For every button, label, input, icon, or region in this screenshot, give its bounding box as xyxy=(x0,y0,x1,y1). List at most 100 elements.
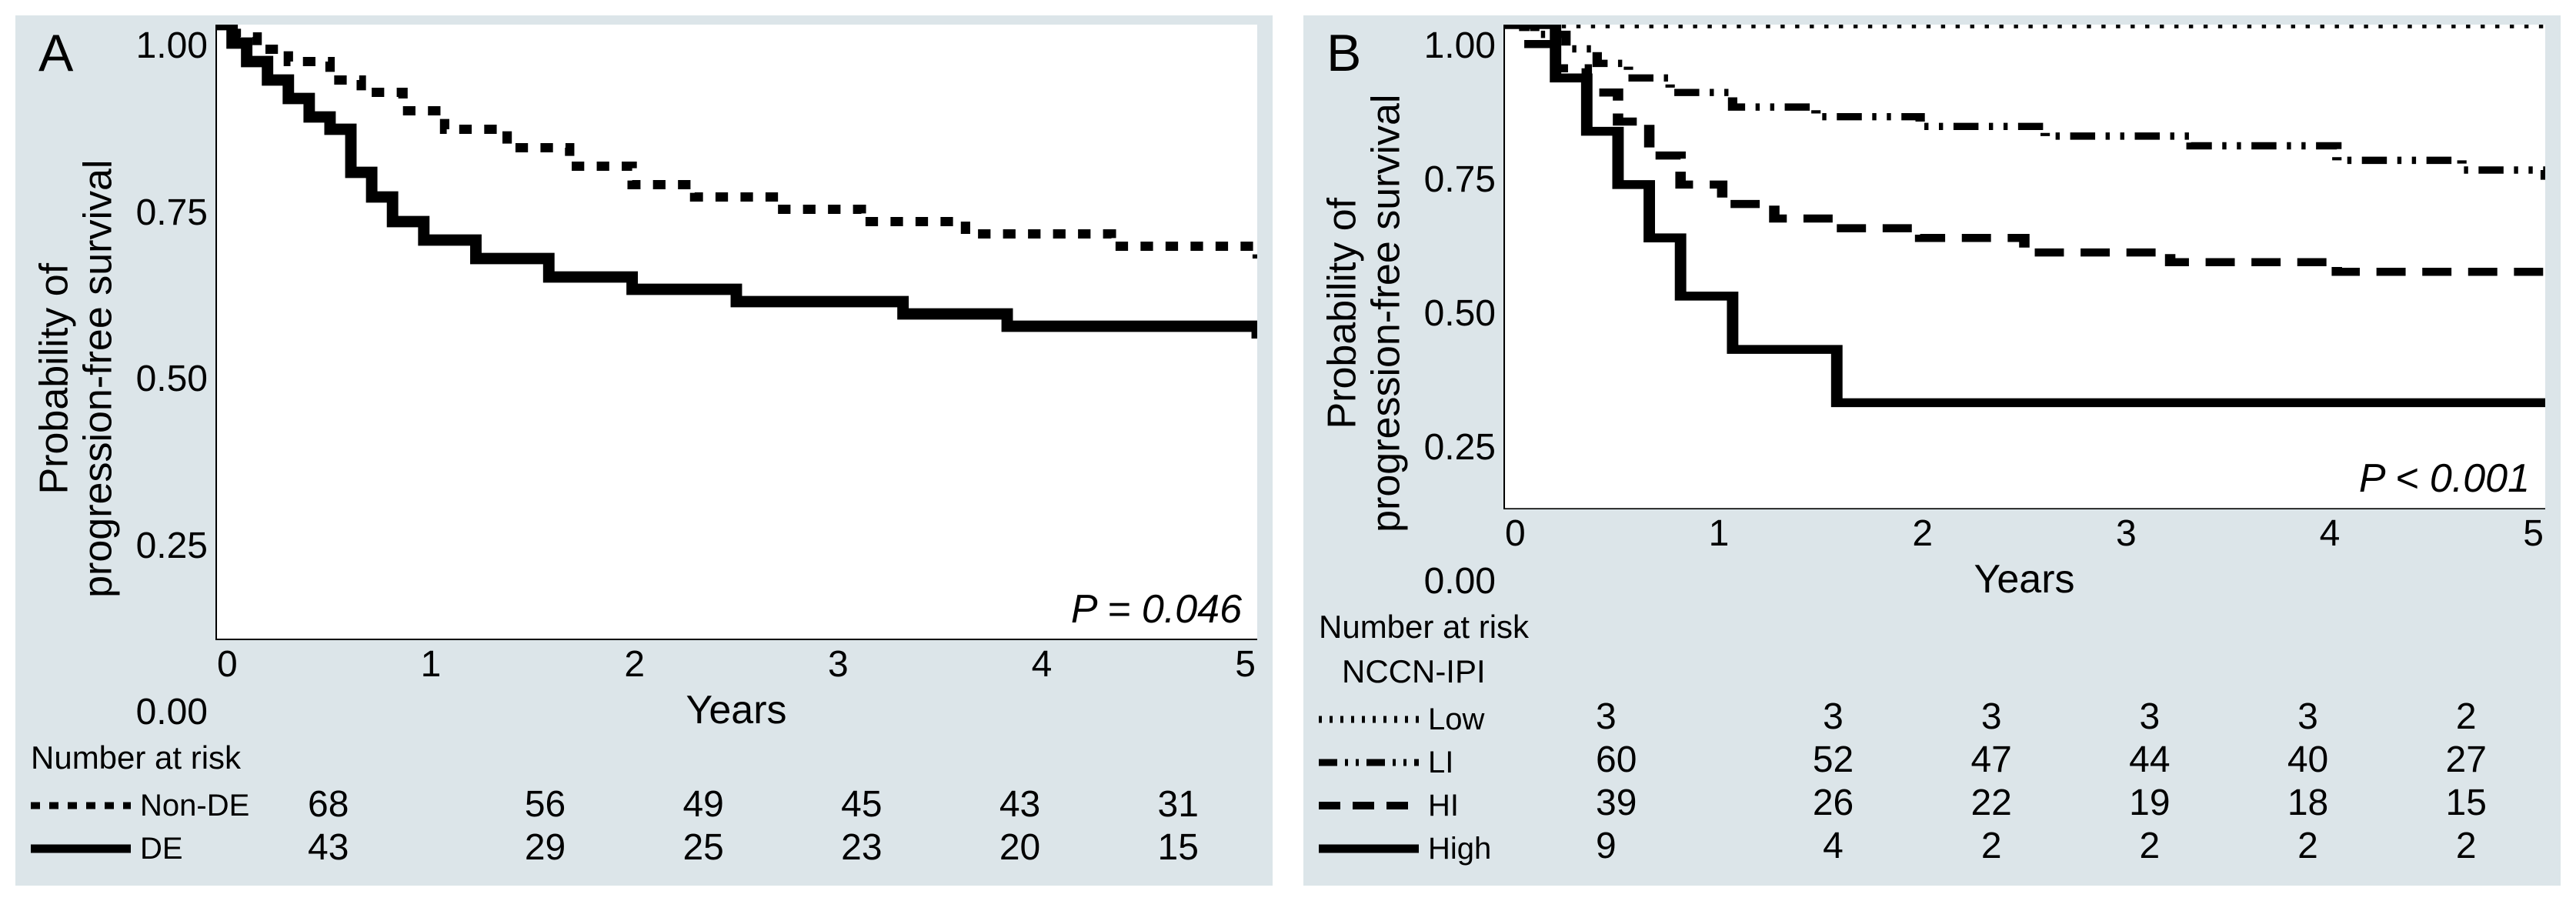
legend-swatch-de xyxy=(31,838,131,859)
risk-value: 4 xyxy=(1754,825,1913,867)
panel-b-xticks: 012345 xyxy=(1503,512,2545,555)
panel-b-xaxis: 012345 xyxy=(1503,512,2545,555)
risk-value: 25 xyxy=(624,826,782,869)
risk-value: 60 xyxy=(1596,739,1754,781)
risk-value: 2 xyxy=(2387,825,2545,867)
ytick: 0.00 xyxy=(123,691,208,733)
panel-a-plot-row: Probability of progression-free survival… xyxy=(31,25,1257,733)
risk-value: 27 xyxy=(2387,739,2545,781)
legend-label-high: High xyxy=(1428,832,1491,866)
risk-value: 43 xyxy=(308,826,466,869)
xtick: 4 xyxy=(1032,643,1053,686)
xtick: 4 xyxy=(2320,512,2341,555)
panel-a-risk-data: 685649454331432925232015 xyxy=(308,739,1257,870)
risk-row-de: 432925232015 xyxy=(308,826,1257,869)
risk-value: 18 xyxy=(2229,782,2387,824)
risk-value: 2 xyxy=(1912,825,2070,867)
risk-value: 15 xyxy=(2387,782,2545,824)
panel-b-risk-title: Number at risk xyxy=(1319,609,1596,646)
risk-value: 26 xyxy=(1754,782,1913,824)
legend-swatch-low xyxy=(1319,709,1419,730)
panel-b-ylabel-box: Probability of progression-free survival xyxy=(1319,25,1411,602)
risk-row-non-de: 685649454331 xyxy=(308,783,1257,826)
xtick: 0 xyxy=(217,643,238,686)
risk-value: 3 xyxy=(1596,696,1754,738)
panel-a-ylabel-1: Probability of xyxy=(32,263,77,495)
panel-a-plot-area: P = 0.046 xyxy=(215,25,1257,640)
xtick: 3 xyxy=(2116,512,2137,555)
risk-value: 23 xyxy=(782,826,941,869)
risk-value: 45 xyxy=(782,783,941,826)
panel-a-risk-block: Number at risk Non-DE DE 685649454331432… xyxy=(31,739,1257,870)
legend-row-high: High xyxy=(1319,827,1596,870)
legend-label-low: Low xyxy=(1428,702,1484,737)
panel-b-risk-data: 333332605247444027392622191815942222 xyxy=(1596,609,2545,870)
risk-value: 49 xyxy=(624,783,782,826)
panel-b-pvalue: P < 0.001 xyxy=(2359,456,2530,502)
legend-swatch-hi xyxy=(1319,795,1419,816)
risk-value: 52 xyxy=(1754,739,1913,781)
legend-row-de: DE xyxy=(31,827,308,870)
panel-a-ylabel: Probability of progression-free survival xyxy=(33,160,121,598)
legend-swatch-high xyxy=(1319,838,1419,859)
legend-label-de: DE xyxy=(140,832,183,866)
legend-row-hi: HI xyxy=(1319,784,1596,827)
xtick: 2 xyxy=(1912,512,1933,555)
panel-b: B Probability of progression-free surviv… xyxy=(1303,15,2561,886)
legend-label-li: LI xyxy=(1428,746,1453,780)
ytick: 0.75 xyxy=(123,192,208,234)
panel-b-pvalue-text: P < 0.001 xyxy=(2359,456,2530,501)
risk-value: 40 xyxy=(2229,739,2387,781)
risk-value: 3 xyxy=(1912,696,2070,738)
panel-b-plot-area: P < 0.001 xyxy=(1503,25,2545,509)
risk-value: 20 xyxy=(941,826,1099,869)
panel-b-plot-row: Probability of progression-free survival… xyxy=(1319,25,2545,602)
risk-value: 3 xyxy=(1754,696,1913,738)
ytick: 0.25 xyxy=(123,525,208,567)
risk-value: 2 xyxy=(2387,696,2545,738)
panel-a-pvalue: P = 0.046 xyxy=(1071,586,1242,632)
panel-b-ylabel: Probability of progression-free survival xyxy=(1321,95,1409,532)
risk-value: 2 xyxy=(2229,825,2387,867)
panel-a-xticks: 012345 xyxy=(215,643,1257,686)
panel-a-label: A xyxy=(38,23,73,83)
ytick: 0.25 xyxy=(1411,426,1496,469)
risk-value: 3 xyxy=(2070,696,2229,738)
risk-value: 29 xyxy=(466,826,625,869)
panel-a-ylabel-box: Probability of progression-free survival xyxy=(31,25,123,733)
panel-a-risk-title: Number at risk xyxy=(31,739,308,776)
panel-b-risk-block: Number at risk NCCN-IPI Low LI HI High xyxy=(1319,609,2545,870)
panel-b-label: B xyxy=(1326,23,1361,83)
xtick: 5 xyxy=(2523,512,2544,555)
legend-row-non-de: Non-DE xyxy=(31,784,308,827)
panel-a: A Probability of progression-free surviv… xyxy=(15,15,1273,886)
panel-b-legend: Number at risk NCCN-IPI Low LI HI High xyxy=(1319,609,1596,870)
ytick: 1.00 xyxy=(1411,25,1496,67)
legend-swatch-li xyxy=(1319,752,1419,773)
risk-value: 15 xyxy=(1099,826,1257,869)
legend-row-li: LI xyxy=(1319,741,1596,784)
risk-row-high: 942222 xyxy=(1596,824,2545,867)
ytick: 0.50 xyxy=(1411,292,1496,335)
risk-value: 2 xyxy=(2070,825,2229,867)
risk-row-li: 605247444027 xyxy=(1596,738,2545,781)
panel-b-plot-col: P < 0.001 012345 Years xyxy=(1503,25,2545,602)
xtick: 2 xyxy=(624,643,645,686)
risk-value: 43 xyxy=(941,783,1099,826)
xtick: 1 xyxy=(1709,512,1730,555)
ytick: 0.00 xyxy=(1411,560,1496,602)
km-curve-hi xyxy=(1503,25,2545,282)
risk-row-hi: 392622191815 xyxy=(1596,781,2545,824)
panel-a-plot-col: P = 0.046 012345 Years xyxy=(215,25,1257,733)
risk-value: 19 xyxy=(2070,782,2229,824)
risk-value: 44 xyxy=(2070,739,2229,781)
xtick: 3 xyxy=(828,643,849,686)
risk-value: 9 xyxy=(1596,825,1754,867)
panel-a-svg xyxy=(215,25,1257,640)
xtick: 5 xyxy=(1235,643,1256,686)
km-curve-non-de xyxy=(215,25,1257,259)
legend-label-non-de: Non-DE xyxy=(140,789,249,823)
risk-value: 68 xyxy=(308,783,466,826)
legend-row-low: Low xyxy=(1319,698,1596,741)
ytick: 0.50 xyxy=(123,358,208,400)
